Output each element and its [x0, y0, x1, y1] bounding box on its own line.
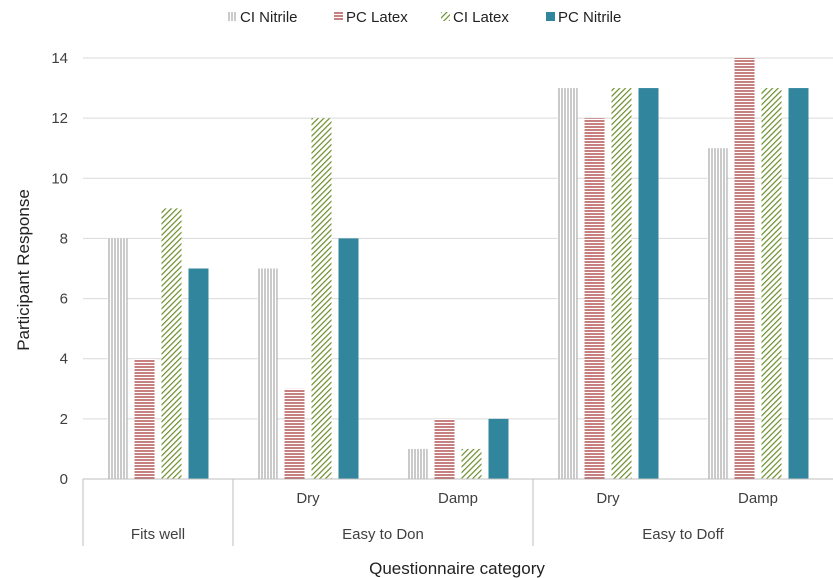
bar-ci-nitrile [557, 88, 578, 480]
legend-swatch-pc-latex [334, 12, 343, 21]
y-axis-ticks: 0 2 4 6 8 10 12 14 [51, 50, 68, 488]
x-axis-title: Questionnaire category [369, 559, 545, 578]
y-tick-label: 4 [60, 351, 68, 368]
bar-ci-latex [611, 88, 632, 480]
legend-swatch-pc-nitrile [546, 12, 555, 21]
legend-item-pc-latex: PC Latex [334, 9, 408, 26]
bar-pc-latex [284, 388, 305, 479]
bar-ci-nitrile [257, 268, 278, 479]
bar-pc-nitrile [188, 268, 209, 479]
y-tick-label: 8 [60, 230, 68, 247]
legend-item-pc-nitrile: PC Nitrile [546, 9, 621, 26]
bar-pc-latex [434, 418, 455, 479]
bar-ci-latex [311, 118, 332, 480]
x-group-label: Easy to Doff [642, 526, 724, 543]
bar-pc-latex [584, 118, 605, 480]
y-tick-label: 10 [51, 170, 68, 187]
bars [107, 58, 809, 480]
bar-pc-latex [134, 358, 155, 479]
x-group-label: Fits well [131, 526, 185, 543]
y-axis-title: Participant Response [14, 189, 33, 351]
y-tick-label: 14 [51, 50, 68, 67]
y-tick-label: 6 [60, 291, 68, 308]
legend-label-ci-latex: CI Latex [453, 9, 509, 26]
x-axis: Fits well Dry Damp Easy to Don Dry Damp Easy t… [82, 478, 833, 546]
legend-swatch-ci-latex [441, 12, 450, 21]
x-subcategory-label: Damp [438, 490, 478, 507]
legend-label-ci-nitrile: CI Nitrile [240, 9, 298, 26]
bar-pc-nitrile [638, 88, 659, 480]
legend-label-pc-nitrile: PC Nitrile [558, 9, 621, 26]
bar-ci-latex [461, 448, 482, 479]
y-tick-label: 12 [51, 110, 68, 127]
legend: CI Nitrile PC Latex CI Latex PC Nitrile [228, 9, 621, 26]
bar-pc-nitrile [338, 238, 359, 479]
bar-pc-nitrile [488, 418, 509, 479]
x-subcategory-label: Dry [596, 490, 620, 507]
legend-swatch-ci-nitrile [228, 12, 237, 21]
x-group-label: Easy to Don [342, 526, 424, 543]
legend-item-ci-nitrile: CI Nitrile [228, 9, 298, 26]
legend-label-pc-latex: PC Latex [346, 9, 408, 26]
bar-pc-nitrile [788, 88, 809, 480]
x-subcategory-label: Dry [296, 490, 320, 507]
bar-pc-latex [734, 58, 755, 479]
bar-ci-nitrile [707, 148, 728, 479]
legend-item-ci-latex: CI Latex [441, 9, 509, 26]
bar-ci-latex [161, 208, 182, 479]
y-tick-label: 0 [60, 471, 68, 488]
bar-ci-nitrile [107, 238, 128, 479]
bar-ci-latex [761, 88, 782, 480]
x-subcategory-label: Damp [738, 490, 778, 507]
y-tick-label: 2 [60, 411, 68, 428]
bar-ci-nitrile [407, 448, 428, 479]
